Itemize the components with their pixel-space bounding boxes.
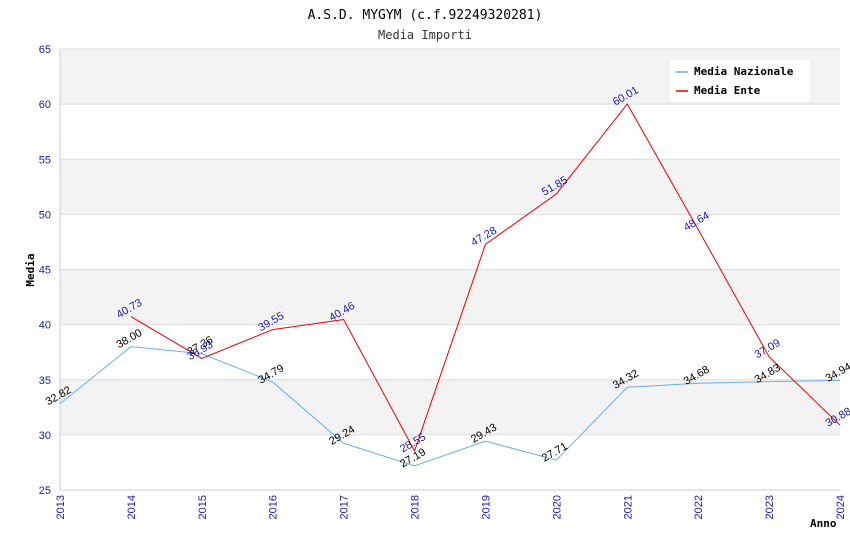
series-line-media-nazionale: [59, 346, 841, 467]
x-tick-labels: 2013 2014 2015 2016 2017 2018 2019 2020 2021 2022…: [55, 495, 847, 519]
x-tick-label: 2021: [622, 495, 634, 519]
x-tick-label: 2015: [197, 495, 209, 519]
x-tick-label: 2024: [835, 495, 847, 519]
y-tick-label: 30: [39, 430, 51, 442]
plot-band: [60, 434, 840, 490]
y-axis-label: Media: [24, 253, 37, 286]
series-line-media-ente: [130, 103, 841, 453]
x-tick-label: 2019: [480, 495, 492, 519]
x-tick-label: 2022: [693, 495, 705, 519]
plot-background: [60, 49, 840, 490]
plot-band: [60, 379, 840, 435]
legend-label-media-ente: Media Ente: [694, 84, 761, 97]
axes: [59, 49, 840, 491]
legend: Media Nazionale Media Ente: [670, 60, 810, 101]
plot-band: [60, 324, 840, 380]
plot-band: [60, 104, 840, 160]
chart-title: A.S.D. MYGYM (c.f.92249320281): [308, 8, 543, 23]
y-tick-label: 50: [39, 209, 51, 221]
chart-subtitle: Media Importi: [378, 28, 472, 42]
x-tick-label: 2020: [551, 495, 563, 519]
legend-label-media-nazionale: Media Nazionale: [694, 65, 794, 78]
y-tick-label: 35: [39, 375, 51, 387]
x-tick-label: 2023: [764, 495, 776, 519]
x-tick-label: 2017: [339, 495, 351, 519]
x-tick-label: 2014: [126, 495, 138, 519]
y-tick-label: 65: [39, 44, 51, 56]
plot-band: [60, 214, 840, 270]
x-tick-label: 2016: [268, 495, 280, 519]
y-tick-label: 55: [39, 154, 51, 166]
x-axis-label: Anno: [810, 517, 837, 530]
series-lines: [59, 103, 841, 467]
plot-band: [60, 159, 840, 215]
y-tick-label: 40: [39, 320, 51, 332]
y-tick-label: 45: [39, 265, 51, 277]
y-tick-label: 25: [39, 485, 51, 497]
y-tick-labels: 25 30 35 40 45 50 55 60 65: [39, 44, 51, 497]
y-tick-label: 60: [39, 99, 51, 111]
plot-band: [60, 269, 840, 325]
x-tick-label: 2018: [410, 495, 422, 519]
x-tick-label: 2013: [55, 495, 67, 519]
legend-box: [670, 60, 810, 101]
